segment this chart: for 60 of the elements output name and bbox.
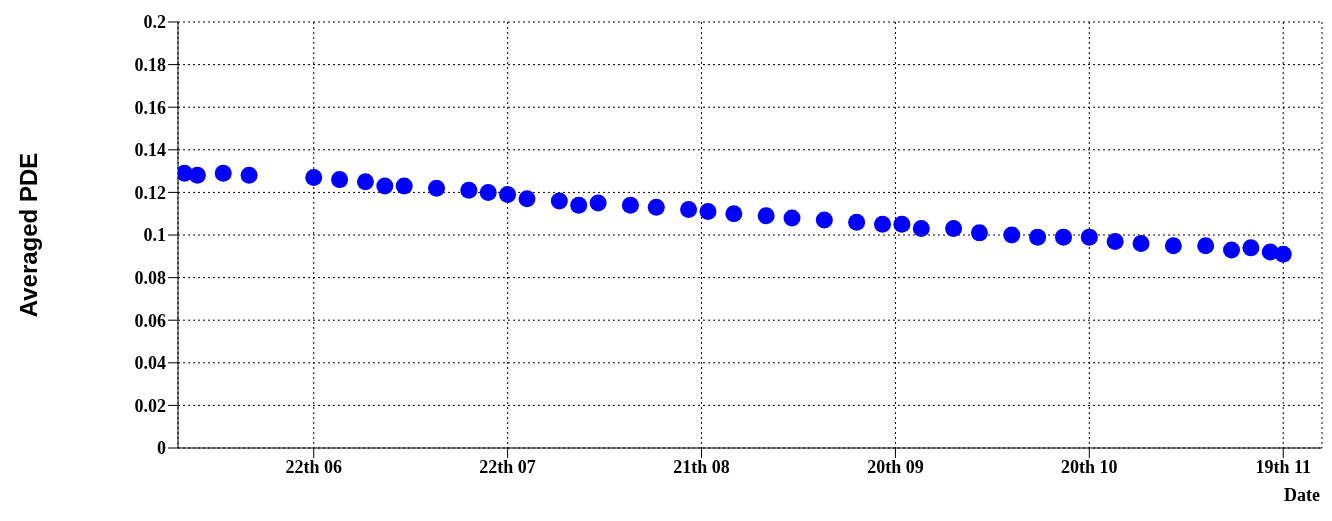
point	[589, 194, 607, 212]
point	[874, 215, 891, 233]
point	[1106, 232, 1124, 250]
y-tick-label: 0.14	[134, 140, 166, 161]
point	[725, 205, 743, 223]
point	[757, 207, 775, 225]
point	[1080, 228, 1098, 246]
x-tick-label: 22th 06	[285, 456, 342, 477]
point	[479, 183, 497, 201]
y-tick-label: 0.1	[143, 225, 166, 246]
point	[848, 213, 866, 231]
point	[1223, 241, 1241, 259]
point	[1054, 228, 1072, 246]
point	[1132, 235, 1150, 253]
point	[240, 166, 258, 184]
y-tick-label: 0.08	[134, 267, 166, 288]
point	[970, 224, 988, 242]
x-tick-label: 20th 10	[1061, 456, 1118, 477]
point	[188, 166, 206, 184]
point	[699, 203, 717, 221]
point	[550, 192, 568, 210]
point	[783, 209, 801, 227]
point	[647, 198, 665, 216]
point	[815, 211, 833, 229]
y-tick-label: 0.06	[134, 310, 166, 331]
point	[395, 177, 413, 195]
point	[1242, 239, 1260, 257]
y-axis-title: Averaged PDE	[14, 152, 42, 318]
x-tick-label: 20th 09	[867, 456, 924, 477]
point	[305, 168, 323, 186]
point	[331, 171, 349, 189]
point	[621, 196, 639, 214]
y-tick-label: 0.16	[134, 97, 166, 118]
point	[356, 173, 374, 191]
point	[912, 220, 930, 238]
y-tick-label: 0	[157, 438, 166, 459]
point	[945, 220, 963, 238]
x-axis-title: Date	[1284, 485, 1321, 505]
point	[680, 200, 698, 218]
point	[499, 186, 517, 204]
point	[1197, 237, 1215, 255]
point	[518, 190, 536, 208]
point	[376, 177, 394, 195]
x-tick-label: 21th 08	[673, 456, 730, 477]
point	[428, 179, 446, 197]
y-tick-label: 0.2	[143, 12, 166, 33]
y-tick-label: 0.12	[134, 182, 166, 203]
x-tick-label: 22th 07	[479, 456, 536, 477]
point	[893, 215, 911, 233]
point	[1003, 226, 1021, 244]
y-tick-label: 0.04	[134, 353, 166, 374]
point	[570, 196, 588, 214]
point	[460, 181, 478, 199]
x-tick-label: 19th 11	[1255, 456, 1311, 477]
point	[1164, 237, 1182, 255]
point	[1274, 245, 1292, 263]
y-tick-label: 0.02	[134, 395, 166, 416]
point	[214, 164, 232, 182]
y-tick-label: 0.18	[134, 54, 166, 75]
point	[1029, 228, 1047, 246]
